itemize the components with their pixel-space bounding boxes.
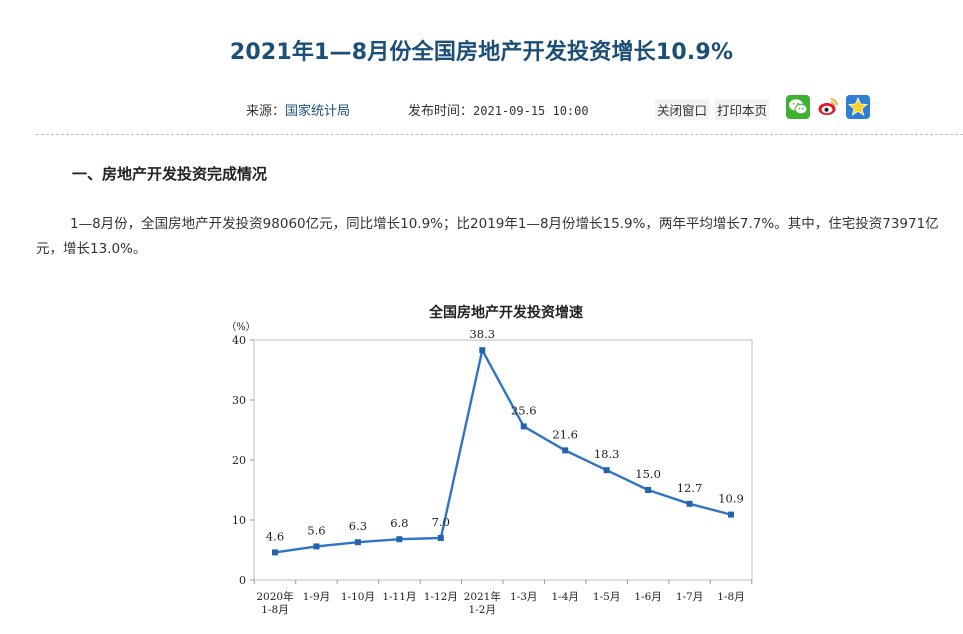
x-tick-label: 1-7月 — [676, 591, 703, 603]
x-tick-label: 1-6月 — [634, 591, 661, 603]
x-tick-label: 1-10月 — [341, 591, 375, 603]
x-axis: 2020年 1-8月 1-9月 1-10月 1-11月 1-12月 2021年 1-2月 1-3… — [253, 580, 753, 616]
article-paragraph: 1—8月份，全国房地产开发投资98060亿元，同比增长10.9%；比2019年1… — [36, 216, 939, 257]
data-point — [686, 500, 693, 507]
data-labels: 4.6 5.6 6.3 6.8 7.0 38.3 25.6 21.6 18.3 15.0 12.7 1… — [266, 327, 744, 543]
chart-y-axis-label: （%） — [226, 321, 256, 333]
series-line — [274, 349, 732, 554]
data-label: 18.3 — [594, 447, 620, 461]
x-tick-label: 2020年 1-8月 — [256, 590, 293, 616]
y-tick-label: 10 — [232, 514, 246, 527]
x-tick-label: 1-11月 — [382, 591, 416, 603]
weibo-icon[interactable] — [816, 95, 840, 119]
data-label: 21.6 — [552, 427, 578, 441]
x-tick-label: 1-12月 — [424, 591, 458, 603]
header-divider — [36, 134, 963, 135]
x-tick-label: 1-9月 — [303, 591, 330, 603]
close-window-button[interactable]: 关闭窗口 — [655, 99, 710, 120]
data-point — [645, 487, 652, 493]
data-label: 6.8 — [390, 516, 408, 530]
y-tick-label: 30 — [232, 394, 246, 407]
data-label: 38.3 — [469, 327, 495, 341]
x-tick-label: 1-4月 — [551, 591, 578, 603]
data-point — [520, 423, 527, 430]
page-title: 2021年1—8月份全国房地产开发投资增长10.9% — [229, 40, 734, 65]
section-heading: 一、房地产开发投资完成情况 — [72, 165, 268, 183]
y-tick-label: 40 — [232, 334, 246, 347]
data-point — [313, 543, 320, 550]
data-point — [479, 347, 486, 354]
data-label: 10.9 — [718, 492, 744, 506]
data-point — [272, 549, 278, 556]
data-point — [354, 539, 361, 546]
chart-title: 全国房地产开发投资增速 — [428, 304, 583, 321]
data-point — [562, 447, 569, 454]
x-tick-label: 2021年 1-2月 — [464, 590, 501, 616]
data-label: 5.6 — [307, 523, 325, 537]
y-tick-label: 20 — [232, 454, 246, 467]
publish-info: 发布时间：2021-09-15 10:00 — [408, 100, 589, 119]
x-tick-label: 1-5月 — [593, 591, 620, 603]
publish-time: 2021-09-15 10:00 — [473, 104, 589, 118]
article-meta: 来源：国家统计局 发布时间：2021-09-15 10:00 关闭窗口 打印本页 — [0, 95, 963, 122]
data-point — [603, 467, 610, 474]
qzone-icon[interactable] — [846, 95, 870, 119]
investment-growth-chart: 全国房地产开发投资增速 （%） 0 10 20 30 40 2020年 1-8月 1-9月 1… — [226, 304, 753, 616]
data-label: 25.6 — [511, 403, 537, 417]
x-tick-label: 1-3月 — [510, 591, 537, 603]
data-point — [728, 511, 734, 518]
y-tick-label: 0 — [239, 574, 246, 587]
data-label: 15.0 — [635, 467, 661, 481]
publish-label: 发布时间： — [408, 104, 474, 119]
data-label: 6.3 — [349, 519, 367, 533]
source-link[interactable]: 国家统计局 — [285, 104, 351, 119]
wechat-icon[interactable] — [786, 95, 810, 119]
x-tick-label: 1-8月 — [717, 591, 744, 603]
data-label: 7.0 — [432, 515, 450, 529]
data-point — [396, 536, 403, 543]
y-axis: 0 10 20 30 40 — [232, 334, 254, 587]
source-info: 来源：国家统计局 — [246, 100, 350, 119]
data-label: 4.6 — [266, 529, 284, 543]
print-page-button[interactable]: 打印本页 — [715, 99, 770, 120]
data-points — [272, 347, 734, 556]
data-label: 12.7 — [677, 481, 703, 495]
source-label: 来源： — [246, 104, 286, 119]
data-point — [437, 535, 444, 541]
